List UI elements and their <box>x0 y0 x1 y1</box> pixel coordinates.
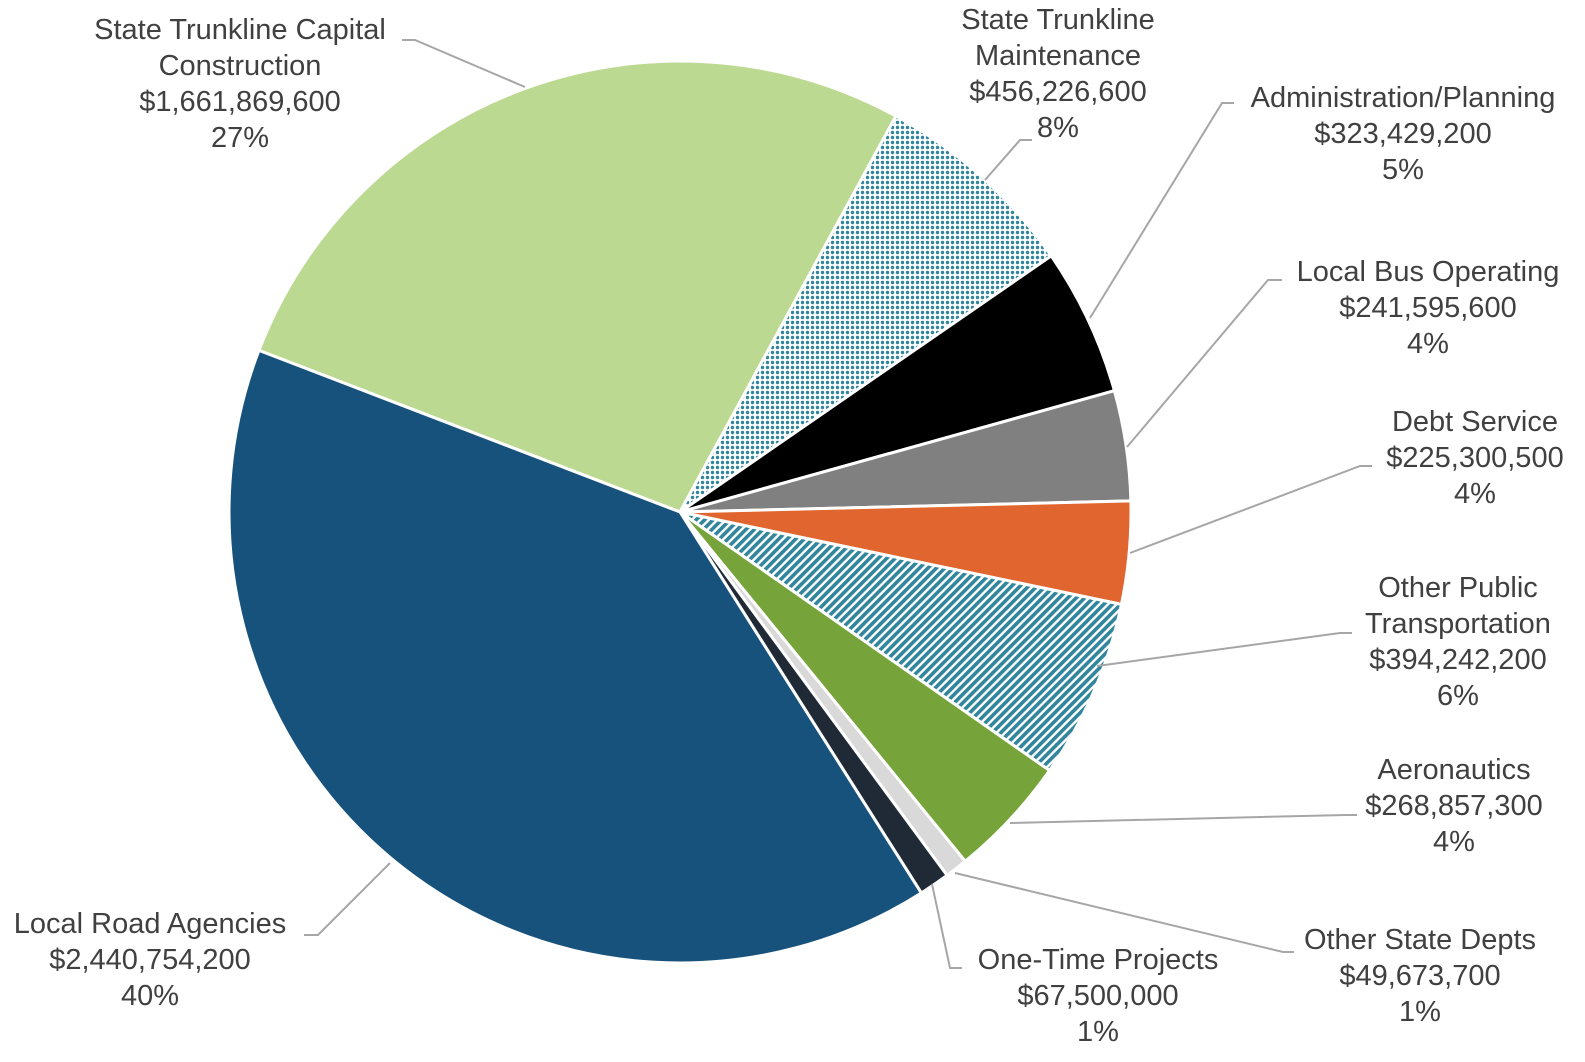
label-value: $49,673,700 <box>1339 960 1501 992</box>
label-percent: 1% <box>1399 996 1441 1028</box>
slice-label: Local Road Agencies $2,440,754,200 40% <box>0 906 305 1014</box>
label-value: $225,300,500 <box>1386 442 1564 474</box>
label-name: Local Road Agencies <box>13 908 287 940</box>
label-value: $323,429,200 <box>1314 118 1492 150</box>
leader-line <box>304 862 391 936</box>
leader-line <box>1096 632 1352 667</box>
label-value: $394,242,200 <box>1369 644 1547 676</box>
label-value: $2,440,754,200 <box>49 944 251 976</box>
pie-slice <box>678 254 1116 514</box>
label-percent: 8% <box>1037 112 1079 144</box>
label-name: Debt Service <box>1391 406 1558 438</box>
slice-label: State Trunkline Capital Construction $1,6… <box>70 12 410 156</box>
slice-label: State Trunkline Maintenance $456,226,600 8… <box>943 2 1173 146</box>
slice-label: Administration/Planning $323,429,200 5% <box>1233 80 1573 188</box>
pie-slice <box>678 510 1123 773</box>
pie-slice <box>678 114 1053 514</box>
label-percent: 4% <box>1433 826 1475 858</box>
leader-line <box>1126 279 1282 448</box>
label-name: State Trunkline Capital Construction <box>94 14 386 82</box>
slice-label: Other State Depts $49,673,700 1% <box>1280 922 1560 1030</box>
leader-line <box>984 139 1032 181</box>
leader-line <box>1129 465 1372 554</box>
leader-line <box>931 883 962 969</box>
label-value: $241,595,600 <box>1339 292 1517 324</box>
label-value: $268,857,300 <box>1365 790 1543 822</box>
label-value: $1,661,869,600 <box>139 86 341 118</box>
leader-line <box>1089 102 1234 319</box>
label-value: $456,226,600 <box>969 76 1147 108</box>
label-name: Administration/Planning <box>1250 82 1556 114</box>
slice-label: Other Public Transportation $394,242,200 6… <box>1348 570 1568 714</box>
label-percent: 4% <box>1454 478 1496 510</box>
label-percent: 4% <box>1407 328 1449 360</box>
label-percent: 6% <box>1437 680 1479 712</box>
label-value: $67,500,000 <box>1017 980 1179 1012</box>
label-name: Local Bus Operating <box>1296 256 1560 288</box>
label-name: Other Public Transportation <box>1365 572 1551 640</box>
label-percent: 5% <box>1382 154 1424 186</box>
label-name: Aeronautics <box>1377 754 1531 786</box>
label-percent: 1% <box>1077 1016 1119 1048</box>
leader-line <box>1009 814 1357 824</box>
label-percent: 40% <box>120 980 180 1012</box>
label-name: One-Time Projects <box>977 944 1219 976</box>
slice-label: One-Time Projects $67,500,000 1% <box>958 942 1238 1050</box>
pie-slice <box>257 59 898 514</box>
label-name: Other State Depts <box>1303 924 1537 956</box>
slice-label: Local Bus Operating $241,595,600 4% <box>1278 254 1578 362</box>
pie-slice <box>227 348 923 965</box>
slice-label: Aeronautics $268,857,300 4% <box>1334 752 1574 860</box>
label-name: State Trunkline Maintenance <box>961 4 1155 72</box>
label-percent: 27% <box>210 122 270 154</box>
leader-line <box>402 39 526 88</box>
leader-line <box>954 872 1294 953</box>
slice-label: Debt Service $225,300,500 4% <box>1355 404 1585 512</box>
